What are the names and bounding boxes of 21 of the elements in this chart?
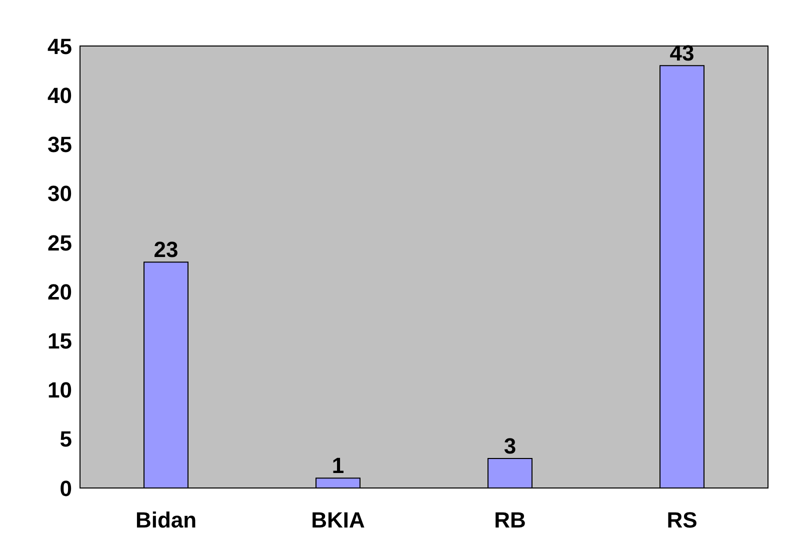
bar (316, 478, 360, 488)
x-tick-label: Bidan (135, 508, 197, 533)
y-tick-label: 0 (60, 476, 72, 501)
y-tick-label: 30 (48, 181, 72, 206)
data-label: 3 (504, 434, 516, 459)
y-tick-label: 45 (48, 34, 72, 59)
y-tick-label: 35 (48, 132, 72, 158)
data-label: 1 (332, 453, 344, 478)
y-tick-label: 20 (48, 279, 72, 304)
bar (488, 458, 532, 488)
y-tick-label: 25 (48, 230, 72, 256)
y-tick-label: 10 (48, 378, 72, 403)
y-tick-label: 15 (48, 328, 72, 354)
bar (144, 262, 188, 488)
x-tick-label: RS (666, 508, 698, 533)
x-tick-label: BKIA (311, 508, 365, 533)
y-tick-label: 40 (48, 82, 72, 108)
x-tick-label: RB (494, 508, 526, 533)
y-tick-label: 5 (60, 426, 72, 452)
bar (660, 65, 704, 488)
data-label: 23 (154, 237, 178, 262)
